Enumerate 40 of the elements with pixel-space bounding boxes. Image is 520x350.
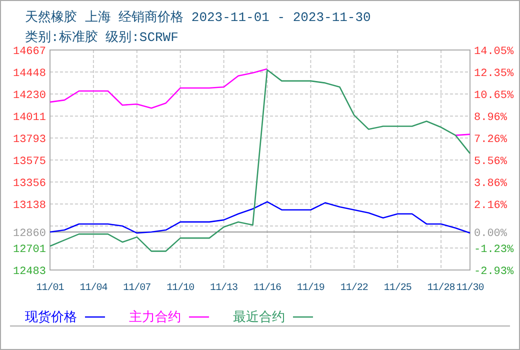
y2-tick-label: 14.05% <box>474 46 514 58</box>
y2-tick-label: -1.23% <box>474 244 514 256</box>
ref-line-label: 12860 <box>12 228 46 240</box>
y-tick-label: 14011 <box>12 112 46 124</box>
y2-tick-label: 5.56% <box>474 156 508 168</box>
x-tick-label: 11/28 <box>427 282 456 294</box>
x-tick-label: 11/01 <box>36 282 64 294</box>
x-tick-label: 11/16 <box>253 282 282 294</box>
y-tick-label: 14448 <box>12 68 46 80</box>
y-tick-label: 12701 <box>12 244 46 256</box>
y-tick-label: 13793 <box>12 134 46 146</box>
chart-subtitle: 类别:标准胶 级别:SCRWF <box>25 30 178 45</box>
y2-tick-label: 2.16% <box>474 200 508 212</box>
y2-tick-label: 7.26% <box>474 134 508 146</box>
y2-tick-label: 10.65% <box>474 90 514 102</box>
x-tick-label: 11/10 <box>166 282 195 294</box>
x-tick-label: 11/22 <box>340 282 368 294</box>
x-tick-label: 11/04 <box>80 282 108 294</box>
y2-tick-label: 3.86% <box>474 178 508 190</box>
x-tick-label: 11/19 <box>296 282 325 294</box>
legend-label: 现货价格 <box>25 310 77 325</box>
y-tick-label: 13138 <box>12 200 46 212</box>
y-tick-label: 14230 <box>12 90 46 102</box>
legend-label: 最近合约 <box>233 310 285 325</box>
x-tick-label: 11/07 <box>123 282 152 294</box>
chart-title: 天然橡胶 上海 经销商价格 2023-11-01 - 2023-11-30 <box>25 10 371 25</box>
x-tick-label: 11/25 <box>384 282 412 294</box>
line-series <box>49 69 471 252</box>
line-series <box>49 201 471 234</box>
legend-label: 主力合约 <box>129 309 181 325</box>
y-tick-label: 13356 <box>12 178 46 190</box>
y-tick-label: 12483 <box>12 266 46 278</box>
x-tick-label: 11/30 <box>456 282 484 294</box>
y2-tick-label: 0.00% <box>474 228 508 240</box>
y-tick-label: 14667 <box>12 46 46 58</box>
y-tick-label: 13575 <box>12 156 46 168</box>
y2-tick-label: -2.93% <box>474 266 514 278</box>
x-tick-label: 11/13 <box>210 282 238 294</box>
y2-tick-label: 8.96% <box>474 112 508 124</box>
y2-tick-label: 12.35% <box>474 68 514 80</box>
